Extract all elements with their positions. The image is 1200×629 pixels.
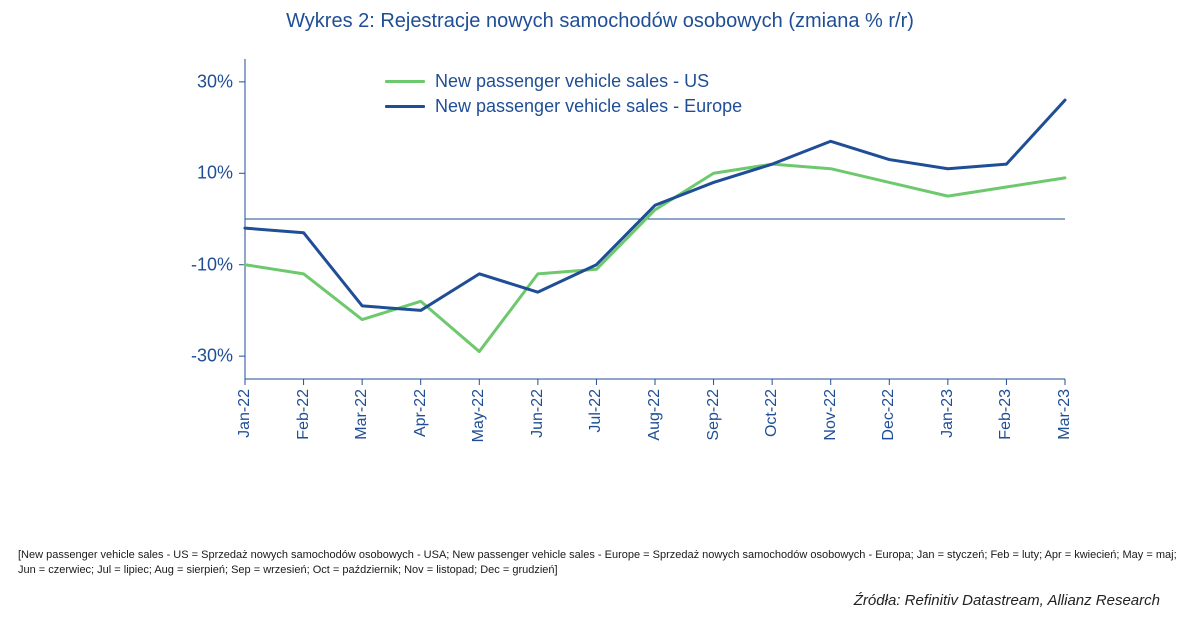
ytick-label: -30% [191,346,233,367]
xtick-label: Apr-22 [412,389,430,437]
legend-row-us: New passenger vehicle sales - US [385,71,742,92]
xtick-label: Jan-22 [236,389,254,438]
ytick-label: -10% [191,254,233,275]
series-line-europe [245,100,1065,310]
xtick-label: Feb-23 [997,389,1015,440]
legend-swatch [385,105,425,108]
xtick-label: Jul-22 [587,389,605,433]
xtick-label: Nov-22 [822,389,840,441]
xtick-label: Aug-22 [646,389,664,441]
legend-label: New passenger vehicle sales - US [435,71,709,92]
xtick-label: May-22 [470,389,488,442]
xtick-label: Feb-22 [295,389,313,440]
ytick-label: 10% [197,163,233,184]
plot-area: New passenger vehicle sales - US New pass… [245,59,1065,379]
xtick-label: Mar-23 [1056,389,1074,440]
series-line-us [245,164,1065,351]
legend-label: New passenger vehicle sales - Europe [435,96,742,117]
legend-row-europe: New passenger vehicle sales - Europe [385,96,742,117]
chart-container: New passenger vehicle sales - US New pass… [195,39,1145,479]
xtick-label: Jun-22 [529,389,547,438]
chart-title: Wykres 2: Rejestracje nowych samochodów … [0,0,1200,39]
source-text: Źródła: Refinitiv Datastream, Allianz Re… [854,592,1160,609]
ytick-label: 30% [197,71,233,92]
xtick-label: Oct-22 [763,389,781,437]
xtick-label: Dec-22 [880,389,898,441]
legend: New passenger vehicle sales - US New pass… [385,71,742,121]
xtick-label: Jan-23 [939,389,957,438]
xtick-label: Sep-22 [705,389,723,441]
xtick-label: Mar-22 [353,389,371,440]
legend-swatch [385,80,425,83]
caption-text: [New passenger vehicle sales - US = Sprz… [18,548,1182,578]
